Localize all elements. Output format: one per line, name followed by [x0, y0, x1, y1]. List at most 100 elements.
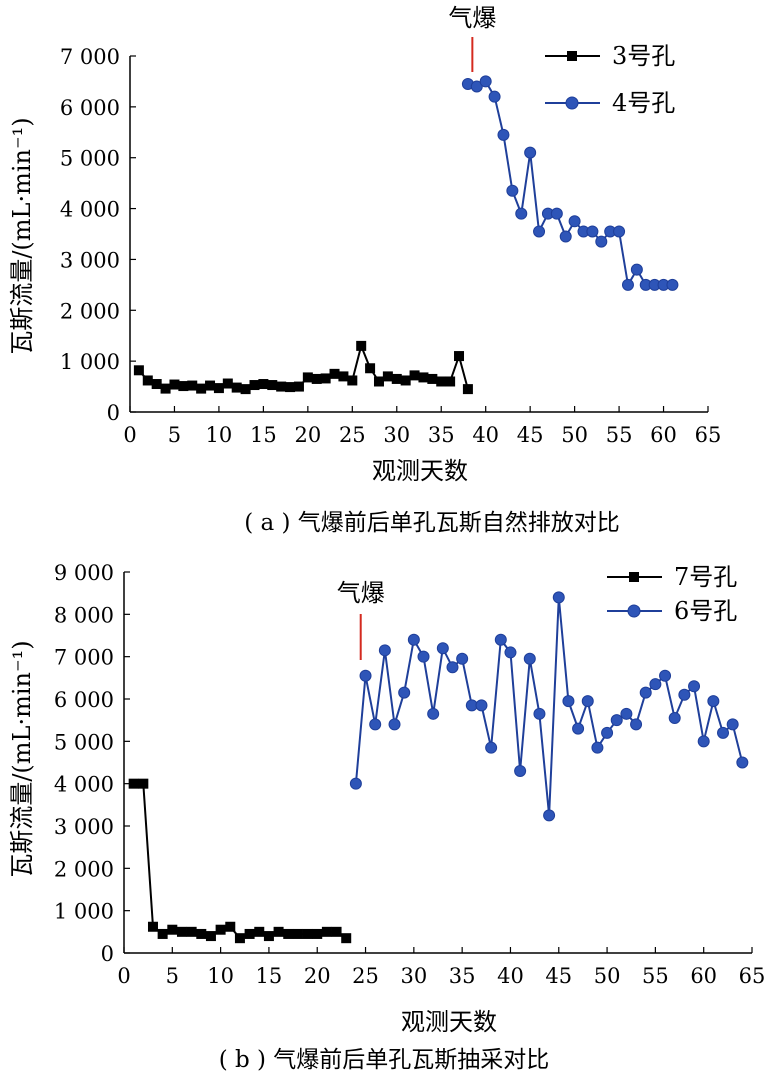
data-point	[215, 924, 226, 935]
data-point	[273, 926, 284, 937]
data-point	[485, 741, 498, 754]
data-point	[178, 381, 189, 392]
data-point	[142, 375, 153, 386]
data-point	[620, 707, 633, 720]
y-tick-label: 3 000	[60, 248, 120, 272]
data-point	[157, 928, 168, 939]
data-point	[391, 373, 402, 384]
data-point	[254, 926, 265, 937]
y-tick-label: 3 000	[54, 815, 114, 839]
data-point	[688, 680, 701, 693]
data-point	[302, 372, 313, 383]
data-point	[504, 646, 517, 659]
data-point	[515, 207, 528, 220]
data-point	[365, 363, 376, 374]
data-point	[373, 376, 384, 387]
series-line	[354, 597, 744, 816]
data-point	[205, 380, 216, 391]
data-point	[249, 380, 260, 391]
data-point	[133, 365, 144, 376]
data-point	[707, 695, 720, 708]
x-tick-label: 30	[400, 964, 427, 988]
y-tick-label: 1 000	[60, 350, 120, 374]
x-tick-label: 20	[294, 423, 321, 447]
data-point	[347, 375, 358, 386]
panel-a-series-3	[133, 340, 473, 395]
data-point	[302, 928, 313, 939]
data-point	[630, 263, 643, 276]
data-point	[293, 381, 304, 392]
panel-b-legend: 7号孔 6号孔	[607, 563, 737, 625]
data-point	[213, 383, 224, 394]
y-tick-label: 1 000	[54, 900, 114, 924]
data-point	[550, 207, 563, 220]
data-point	[427, 707, 440, 720]
data-point	[128, 778, 139, 789]
y-tick-label: 6 000	[60, 96, 120, 120]
data-point	[559, 230, 572, 243]
x-tick-label: 55	[606, 423, 633, 447]
data-point	[417, 650, 430, 663]
y-tick-label: 6 000	[54, 688, 114, 712]
x-tick-label: 50	[594, 964, 621, 988]
data-point	[398, 686, 411, 699]
x-tick-label: 40	[497, 964, 524, 988]
data-point	[726, 718, 739, 731]
data-point	[610, 714, 623, 727]
data-point	[649, 678, 662, 691]
data-point	[407, 633, 420, 646]
data-point	[258, 379, 269, 390]
data-point	[514, 764, 527, 777]
data-point	[488, 90, 501, 103]
data-point	[378, 644, 391, 657]
data-point	[331, 926, 342, 937]
data-point	[568, 215, 581, 228]
panel-a: 0 5 10 15 20 25 30 35 40 45 50 55 60 65 0 1 000 2 000 3 0…	[8, 4, 721, 536]
data-point	[586, 225, 599, 238]
x-tick-label: 50	[561, 423, 588, 447]
legend-a-marker-3	[567, 51, 577, 61]
data-point	[462, 384, 473, 395]
data-point	[497, 128, 510, 141]
data-point	[659, 669, 672, 682]
data-point	[668, 712, 681, 725]
data-point	[187, 380, 198, 391]
data-point	[267, 380, 278, 391]
data-point	[533, 707, 546, 720]
panel-b-series-6	[349, 591, 749, 822]
data-point	[341, 933, 352, 944]
data-point	[222, 378, 233, 389]
legend-b-marker-6	[627, 604, 641, 618]
x-tick-label: 65	[739, 964, 766, 988]
legend-b-label-7: 7号孔	[674, 563, 737, 591]
data-point	[562, 695, 575, 708]
legend-a-label-3: 3号孔	[612, 42, 675, 70]
data-point	[285, 382, 296, 393]
data-point	[160, 383, 171, 394]
data-point	[524, 146, 537, 159]
data-point	[176, 926, 187, 937]
x-tick-label: 35	[428, 423, 455, 447]
data-point	[400, 375, 411, 386]
data-point	[186, 926, 197, 937]
y-tick-label: 5 000	[60, 147, 120, 171]
panel-a-series-4	[461, 75, 679, 291]
panel-b-annotation: 气爆	[337, 579, 385, 607]
panel-b: 0 5 10 15 20 25 30 35 40 45 50 55 60 65 0 1 000 2 000 3 0…	[8, 561, 765, 1073]
data-point	[196, 928, 207, 939]
x-tick-label: 60	[650, 423, 677, 447]
data-point	[613, 225, 626, 238]
panel-a-axes: 0 5 10 15 20 25 30 35 40 45 50 55 60 65 0 1 000 2 000 3 0…	[60, 45, 721, 447]
data-point	[369, 718, 382, 731]
data-point	[263, 931, 274, 942]
data-point	[666, 278, 679, 291]
y-tick-label: 8 000	[54, 603, 114, 627]
x-tick-label: 45	[517, 423, 544, 447]
panel-a-caption: ( a ) 气爆前后单孔瓦斯自然排放对比	[244, 510, 620, 536]
data-point	[621, 278, 634, 291]
x-tick-label: 35	[449, 964, 476, 988]
x-tick-label: 55	[642, 964, 669, 988]
data-point	[147, 921, 158, 932]
data-point	[581, 695, 594, 708]
x-tick-label: 5	[166, 964, 179, 988]
